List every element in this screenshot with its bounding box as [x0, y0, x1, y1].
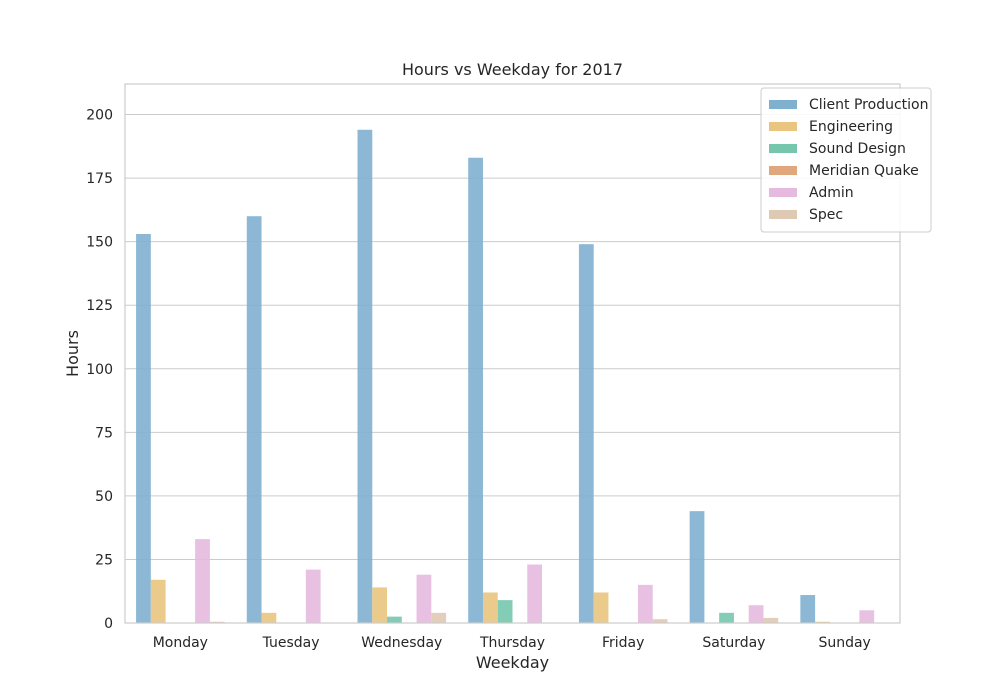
chart-title: Hours vs Weekday for 2017	[402, 60, 623, 79]
y-tick-label: 150	[86, 235, 113, 251]
bar-engineering-sunday	[815, 621, 830, 623]
bar-admin-wednesday	[416, 574, 432, 623]
y-tick-label: 75	[95, 425, 113, 441]
x-tick-label: Tuesday	[262, 635, 320, 651]
legend-swatch	[769, 188, 797, 197]
x-tick-label: Saturday	[702, 635, 765, 651]
bar-admin-saturday	[748, 605, 764, 623]
bar-client-production-thursday	[468, 157, 483, 623]
legend-label: Admin	[809, 185, 854, 201]
bar-client-production-wednesday	[357, 129, 373, 623]
y-tick-label: 50	[95, 489, 113, 505]
bar-engineering-tuesday	[261, 612, 277, 623]
bar-client-production-sunday	[800, 595, 816, 623]
x-tick-label: Sunday	[818, 635, 870, 651]
y-tick-label: 125	[86, 298, 113, 314]
bar-engineering-thursday	[482, 592, 498, 623]
bar-spec-wednesday	[431, 612, 447, 623]
bar-client-production-saturday	[689, 511, 705, 623]
legend-swatch	[769, 166, 797, 175]
bar-sound-design-thursday	[497, 600, 513, 623]
bar-engineering-wednesday	[372, 587, 388, 623]
bar-admin-friday	[637, 584, 653, 623]
x-tick-label: Friday	[602, 635, 644, 651]
x-tick-label: Wednesday	[361, 635, 442, 651]
bar-admin-thursday	[527, 564, 543, 623]
legend-swatch	[769, 100, 797, 109]
bar-client-production-monday	[136, 234, 151, 624]
legend-label: Meridian Quake	[809, 163, 919, 179]
legend-swatch	[769, 122, 797, 131]
bar-client-production-friday	[578, 244, 594, 623]
x-axis-label: Weekday	[476, 653, 549, 672]
bars	[136, 129, 875, 624]
y-tick-label: 0	[104, 616, 113, 632]
bar-admin-sunday	[859, 610, 875, 623]
bar-admin-tuesday	[305, 569, 321, 623]
y-tick-label: 100	[86, 362, 113, 378]
x-tick-label: Monday	[153, 635, 208, 651]
legend-label: Client Production	[809, 97, 928, 113]
bar-engineering-friday	[593, 592, 609, 623]
bar-sound-design-saturday	[719, 612, 734, 623]
legend-swatch	[769, 210, 797, 219]
legend-label: Engineering	[809, 119, 893, 135]
y-tick-label: 25	[95, 552, 113, 568]
bar-client-production-tuesday	[246, 216, 262, 623]
bar-admin-monday	[195, 539, 210, 623]
bar-spec-monday	[209, 621, 225, 623]
legend-box	[760, 87, 932, 233]
bar-spec-friday	[652, 619, 668, 623]
bar-sound-design-wednesday	[387, 616, 402, 623]
bar-engineering-monday	[150, 579, 166, 623]
plot-frame	[124, 83, 901, 624]
legend-label: Sound Design	[809, 141, 906, 157]
bar-spec-saturday	[763, 617, 779, 623]
x-tick-labels: Monday Tuesday Wednesday Thursday Friday Satu…	[153, 635, 871, 651]
y-tick-label: 200	[86, 108, 113, 124]
legend: Client Production Engineering Sound Design…	[760, 87, 932, 233]
y-tick-labels: 0 25 50 75 100 125 150 175 200	[86, 108, 113, 632]
legend-label: Spec	[809, 207, 843, 223]
x-tick-label: Thursday	[479, 635, 545, 651]
y-axis-label: Hours	[63, 330, 82, 377]
y-tick-label: 175	[86, 171, 113, 187]
legend-swatch	[769, 144, 797, 153]
